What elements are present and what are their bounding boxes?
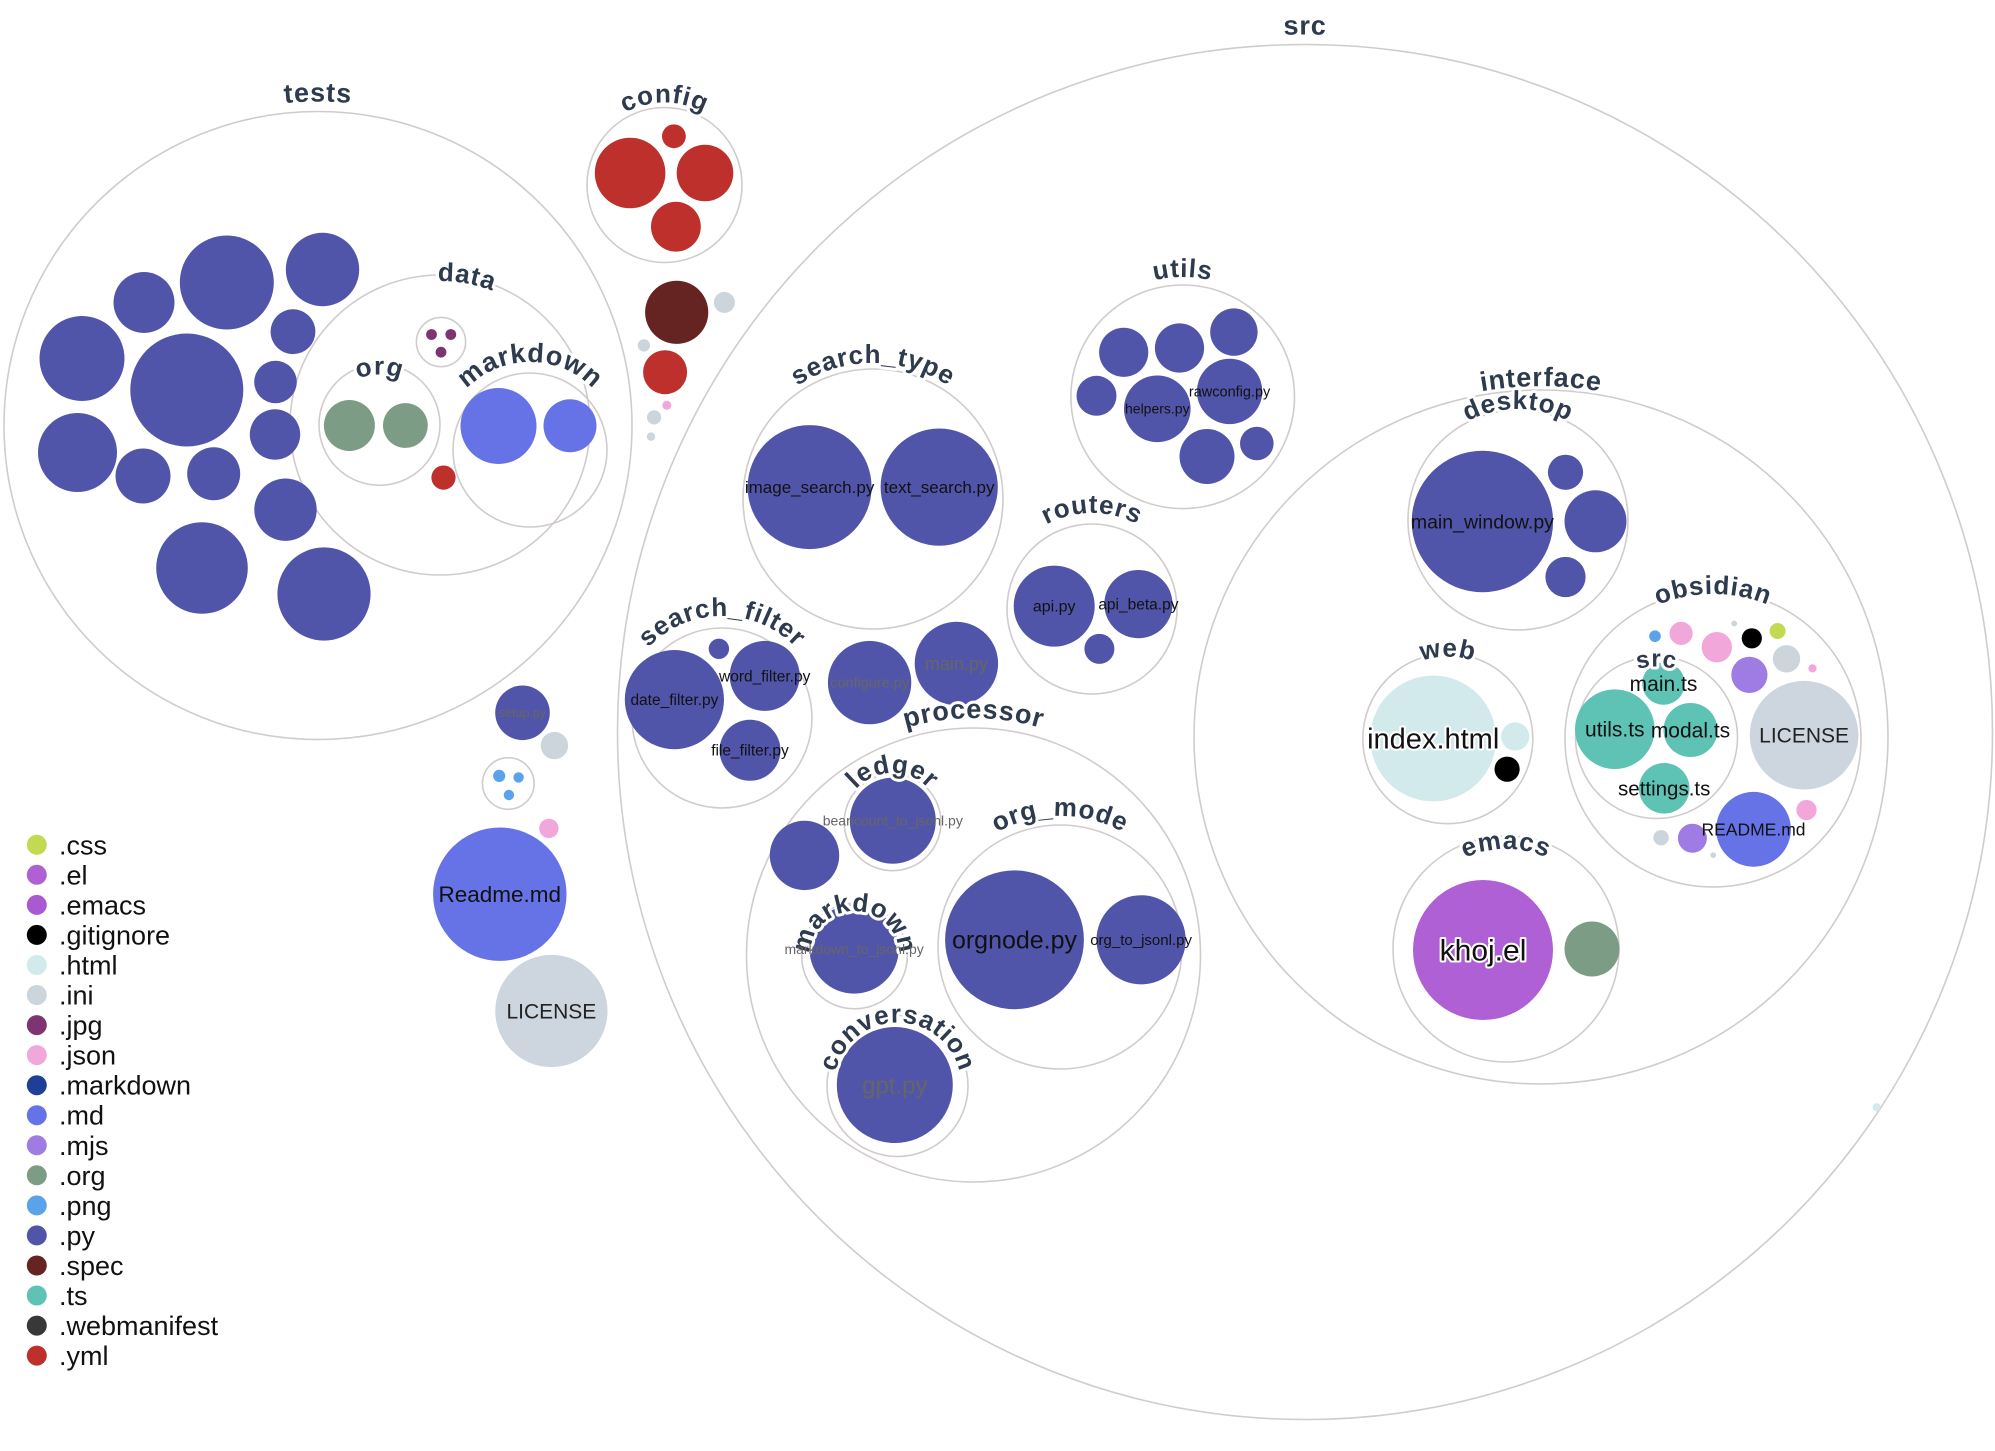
svg-text:web: web <box>1416 633 1479 667</box>
svg-text:.css: .css <box>59 830 107 860</box>
svg-text:helpers.py: helpers.py <box>1125 401 1190 417</box>
svg-text:.el: .el <box>59 860 88 890</box>
svg-text:modal.ts: modal.ts <box>1651 719 1730 742</box>
svg-text:settings.ts: settings.ts <box>1618 778 1710 801</box>
svg-text:.mjs: .mjs <box>59 1131 109 1161</box>
svg-text:main.py: main.py <box>925 654 988 674</box>
svg-text:.yml: .yml <box>59 1341 109 1371</box>
svg-text:.spec: .spec <box>59 1251 124 1281</box>
svg-text:rawconfig.py: rawconfig.py <box>1189 385 1271 401</box>
svg-text:markdown_to_jsonl.py: markdown_to_jsonl.py <box>784 941 923 957</box>
svg-text:main.ts: main.ts <box>1630 673 1698 696</box>
svg-text:khoj.el: khoj.el <box>1440 935 1527 968</box>
svg-text:setup.py: setup.py <box>499 706 547 720</box>
svg-text:configure.py: configure.py <box>830 676 910 692</box>
svg-text:README.md: README.md <box>1701 819 1805 839</box>
svg-text:beancount_to_jsonl.py: beancount_to_jsonl.py <box>823 813 963 829</box>
svg-text:api.py: api.py <box>1033 599 1076 616</box>
svg-text:src: src <box>1634 646 1679 675</box>
svg-text:.jpg: .jpg <box>59 1011 103 1041</box>
svg-text:.html: .html <box>59 951 118 981</box>
svg-text:text_search.py: text_search.py <box>884 478 995 497</box>
svg-text:file_filter.py: file_filter.py <box>711 743 789 760</box>
svg-text:.org: .org <box>59 1161 106 1191</box>
svg-text:word_filter.py: word_filter.py <box>718 668 811 685</box>
svg-text:gpt.py: gpt.py <box>862 1072 927 1099</box>
svg-text:.json: .json <box>59 1041 116 1071</box>
svg-text:tests: tests <box>282 78 353 110</box>
svg-text:.md: .md <box>59 1101 104 1131</box>
svg-text:LICENSE: LICENSE <box>1759 725 1849 748</box>
svg-text:org: org <box>351 350 407 384</box>
svg-text:.py: .py <box>59 1221 96 1251</box>
svg-text:index.html: index.html <box>1367 724 1499 756</box>
svg-text:.ts: .ts <box>59 1281 88 1311</box>
svg-text:.webmanifest: .webmanifest <box>59 1311 219 1341</box>
svg-text:utils: utils <box>1150 253 1215 286</box>
svg-text:interface: interface <box>1478 362 1604 397</box>
svg-text:Readme.md: Readme.md <box>439 882 562 907</box>
svg-text:.markdown: .markdown <box>59 1071 191 1101</box>
svg-text:date_filter.py: date_filter.py <box>630 692 718 709</box>
svg-text:LICENSE: LICENSE <box>506 1000 596 1023</box>
svg-text:.png: .png <box>59 1191 112 1221</box>
svg-text:.gitignore: .gitignore <box>59 920 170 950</box>
svg-text:.ini: .ini <box>59 981 94 1011</box>
svg-text:image_search.py: image_search.py <box>745 478 875 497</box>
svg-text:utils.ts: utils.ts <box>1585 719 1645 742</box>
svg-text:orgnode.py: orgnode.py <box>952 927 1078 955</box>
svg-text:.emacs: .emacs <box>59 890 146 920</box>
svg-text:api_beta.py: api_beta.py <box>1098 597 1178 614</box>
svg-text:org_to_jsonl.py: org_to_jsonl.py <box>1090 932 1192 949</box>
svg-text:main_window.py: main_window.py <box>1411 511 1554 533</box>
svg-text:src: src <box>1283 10 1327 40</box>
